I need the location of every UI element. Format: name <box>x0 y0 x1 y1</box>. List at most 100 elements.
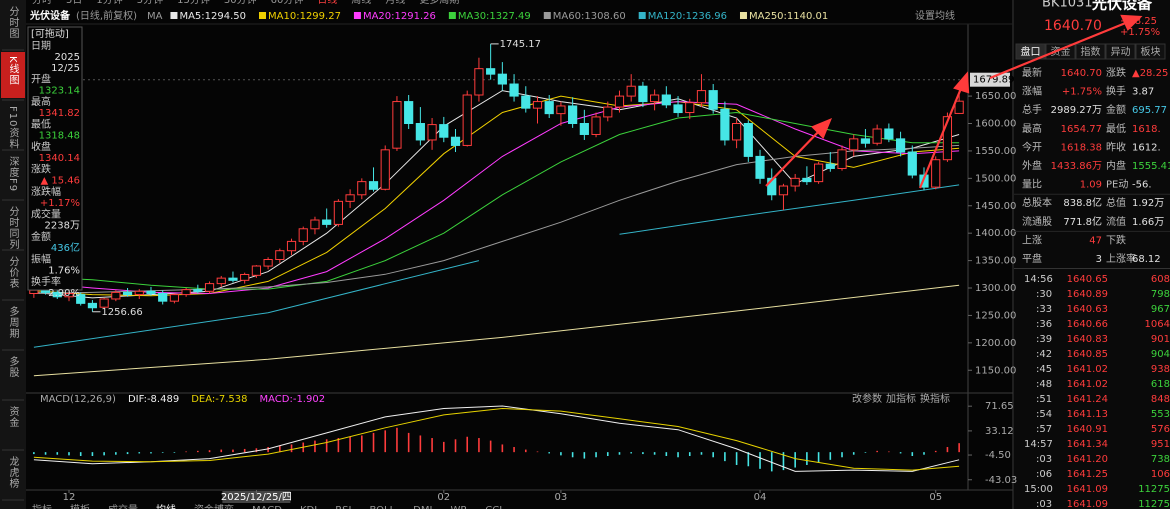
stat-label: 量比 <box>1022 179 1042 191</box>
stat-label: 最低 <box>1106 122 1126 135</box>
trade-volume: 11275 <box>1138 499 1170 509</box>
trade-time: :03 <box>1036 499 1052 509</box>
candle-body <box>942 116 953 161</box>
info-value: ▲ 15.46 <box>41 176 81 187</box>
trade-price: 1640.89 <box>1067 289 1108 300</box>
candle-body <box>322 219 332 225</box>
trade-volume: 848 <box>1151 394 1170 405</box>
trade-price: 1641.20 <box>1067 454 1108 465</box>
bottom-tab[interactable]: MACD <box>252 505 282 509</box>
candle-body <box>204 283 215 292</box>
candle-body <box>122 291 133 296</box>
trade-price: 1640.66 <box>1067 319 1108 330</box>
toolbar-tab[interactable]: 分时 <box>32 0 52 6</box>
macd-button[interactable]: 加指标 <box>886 392 916 405</box>
candle-body <box>813 163 824 183</box>
candle-body <box>450 136 461 146</box>
toolbar-tab[interactable]: 15分钟 <box>177 0 210 6</box>
candle-body <box>345 194 355 202</box>
candle-body <box>368 181 379 190</box>
toolbar-tab[interactable]: 5分钟 <box>137 0 163 6</box>
bottom-tab[interactable]: 模板 <box>70 503 90 509</box>
ma-line <box>33 184 960 348</box>
quote-tab[interactable]: 板块 <box>1141 45 1161 58</box>
legend-swatch <box>638 12 646 19</box>
toolbar-tab[interactable]: 周线 <box>351 0 371 6</box>
bottom-tab[interactable]: CCI <box>485 505 502 509</box>
macd-button[interactable]: 改参数 <box>852 392 882 405</box>
toolbar-tab[interactable]: 1分钟 <box>96 0 122 6</box>
sidebar-tab[interactable]: F10资料 <box>7 106 19 149</box>
candle-body <box>286 240 297 252</box>
toolbar-tab[interactable]: 月线 <box>385 0 405 6</box>
candle-body <box>872 128 882 144</box>
sidebar-tab[interactable]: K线图 <box>7 56 19 86</box>
stat-label: 今开 <box>1022 140 1042 153</box>
quote-tab-bg <box>1135 43 1166 60</box>
bottom-tab[interactable]: 资金博弈 <box>194 503 234 509</box>
sidebar-tab[interactable]: 多周期 <box>7 305 19 339</box>
bottom-tab[interactable]: WR <box>450 505 467 509</box>
candle-body <box>907 151 917 176</box>
quote-tab[interactable]: 指数 <box>1081 45 1101 58</box>
trade-price: 1641.34 <box>1067 439 1108 450</box>
stat-label: 总值 <box>1106 196 1126 209</box>
cursor-price-box <box>970 72 1010 87</box>
toolbar-tab[interactable]: 30分钟 <box>224 0 257 6</box>
legend-swatch <box>543 12 551 19</box>
trade-time: :48 <box>1036 379 1052 390</box>
bottom-tab[interactable]: 成交量 <box>108 503 138 509</box>
bottom-tab[interactable]: DMI <box>413 505 432 509</box>
quote-tab[interactable]: 异动 <box>1111 46 1131 58</box>
toolbar-tab[interactable]: 60分钟 <box>271 0 304 6</box>
toolbar-tab[interactable]: 5日 <box>66 0 82 6</box>
bottom-tab[interactable]: 均线 <box>156 503 176 509</box>
stat-value: 1.09 <box>1080 180 1102 191</box>
legend-swatch <box>448 12 456 19</box>
info-value: 12/25 <box>51 63 80 74</box>
macd-legend: MACD:-1.902 <box>259 394 325 405</box>
trade-volume: 576 <box>1151 424 1170 435</box>
toolbar-tab[interactable]: 日线 <box>317 0 337 6</box>
bottom-tab[interactable]: RSI <box>335 505 351 509</box>
candle-body <box>99 298 109 308</box>
bottom-tab[interactable]: BOLL <box>369 505 395 509</box>
trade-volume: 1064 <box>1145 319 1170 330</box>
macd-y-tick-label: -4.50 <box>985 450 1011 461</box>
trade-price: 1641.09 <box>1067 484 1108 495</box>
trade-time: :42 <box>1036 349 1052 360</box>
quote-tab[interactable]: 盘口 <box>1021 45 1041 58</box>
y-tick-label: 1250.00 <box>975 310 1016 321</box>
sidebar-tab[interactable]: 分价表 <box>7 256 19 289</box>
candle-body <box>954 100 964 114</box>
macd-y-tick-label: -43.03 <box>985 475 1017 486</box>
settings-button[interactable]: 设置均线 <box>915 9 955 22</box>
sidebar-tab[interactable]: 深度F9 <box>7 156 19 192</box>
macd-legend: DEA:-7.538 <box>191 394 247 405</box>
bottom-tab[interactable]: KDJ <box>300 505 317 509</box>
sidebar-tab[interactable]: 分时同列 <box>7 206 19 250</box>
stat-value: +1.75% <box>1062 87 1102 98</box>
trade-price: 1641.13 <box>1067 409 1108 420</box>
bottom-tab[interactable]: 指标 <box>32 503 52 509</box>
trade-volume: 553 <box>1151 409 1170 420</box>
candle-body <box>76 294 86 304</box>
sidebar-tab[interactable]: 多股 <box>7 355 19 378</box>
stat-value: 1640.70 <box>1061 68 1102 79</box>
info-value: 2.90% <box>48 288 80 299</box>
candle-body <box>568 105 578 125</box>
trade-price: 1640.63 <box>1067 304 1108 315</box>
high-label: 1745.17 <box>500 39 541 50</box>
toolbar-tab[interactable]: 更多周期 <box>419 0 459 6</box>
macd-button[interactable]: 换指标 <box>920 392 950 405</box>
candle-body <box>251 265 261 276</box>
chart-subtitle: (日线,前复权) <box>76 9 137 22</box>
sidebar-tab[interactable]: 龙虎榜 <box>7 455 19 489</box>
candle-body <box>661 94 671 106</box>
trade-time: :57 <box>1036 424 1052 435</box>
trade-time: :54 <box>1036 409 1052 420</box>
trade-volume: 738 <box>1151 454 1170 465</box>
sidebar-tab[interactable]: 资金 <box>7 406 19 428</box>
sidebar-tab[interactable]: 分时图 <box>7 6 19 39</box>
x-tick-label: 05 <box>929 492 942 503</box>
